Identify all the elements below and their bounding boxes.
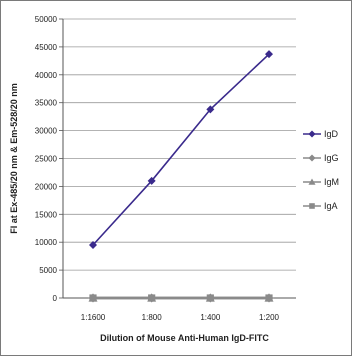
x-tick-label: 1:200 xyxy=(259,313,280,322)
y-tick-label: 25000 xyxy=(35,155,58,164)
y-tick-label: 0 xyxy=(53,294,58,303)
y-axis-title: FI at Ex-485/20 nm & Em-528/20 nm xyxy=(9,83,19,234)
series-line-igd xyxy=(92,53,270,246)
y-tick-label: 45000 xyxy=(35,43,58,52)
legend-label-igd: IgD xyxy=(324,129,339,139)
y-tick-label: 15000 xyxy=(35,210,58,219)
y-tick-label: 5000 xyxy=(39,266,57,275)
data-point-igd xyxy=(89,240,97,249)
data-point-igg xyxy=(88,293,98,303)
data-point-igg xyxy=(147,293,157,303)
data-point-igg xyxy=(264,293,274,303)
y-tick-label: 10000 xyxy=(35,238,58,247)
legend-marker-iga xyxy=(309,203,315,209)
x-axis-title: Dilution of Mouse Anti-Human IgD-FITC xyxy=(100,333,269,343)
legend-marker-igm xyxy=(308,178,316,185)
y-tick-label: 35000 xyxy=(35,99,58,108)
legend-label-igm: IgM xyxy=(324,177,339,187)
data-point-igg xyxy=(205,293,215,303)
x-tick-label: 1:800 xyxy=(142,313,163,322)
x-tick-label: 1:1600 xyxy=(81,313,106,322)
y-tick-label: 30000 xyxy=(35,127,58,136)
y-tick-label: 50000 xyxy=(35,15,58,24)
y-tick-label: 40000 xyxy=(35,71,58,80)
y-tick-label: 20000 xyxy=(35,182,58,191)
legend-marker-igd xyxy=(308,130,316,138)
data-point-igd xyxy=(206,105,215,114)
legend-marker-igg xyxy=(308,154,316,162)
legend-label-igg: IgG xyxy=(324,153,339,163)
legend-label-iga: IgA xyxy=(324,201,338,211)
data-point-igd xyxy=(265,50,273,59)
x-tick-label: 1:400 xyxy=(200,313,221,322)
data-point-igd xyxy=(147,176,156,185)
